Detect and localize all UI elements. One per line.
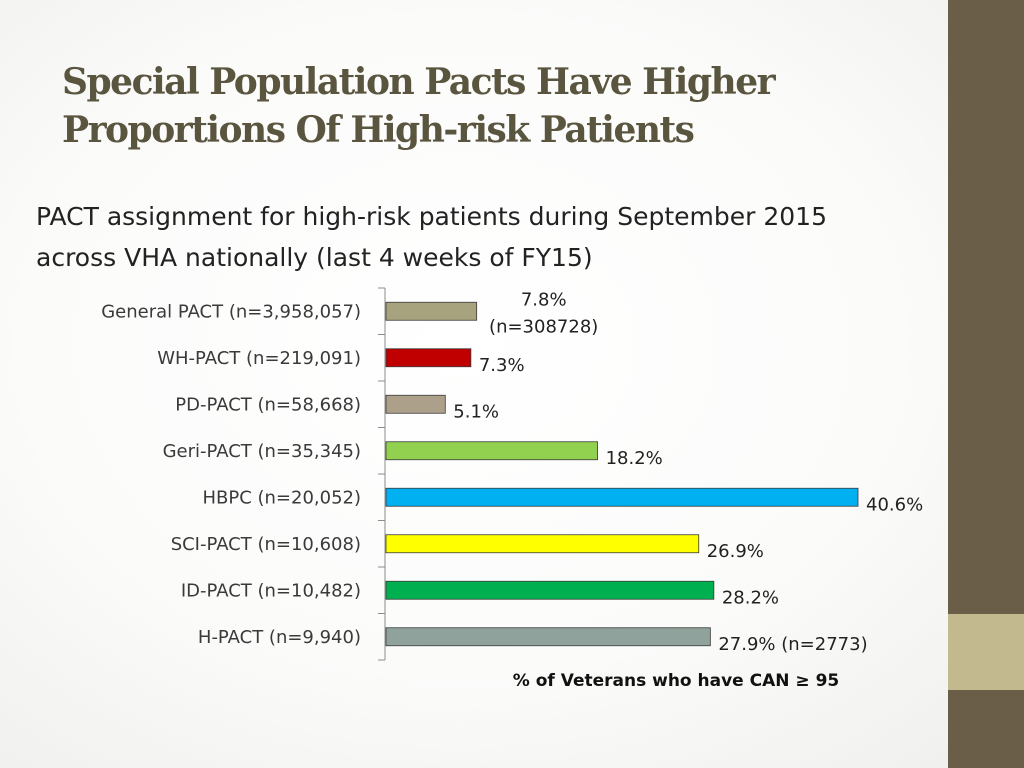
category-label: SCI-PACT (n=10,608) (171, 534, 361, 555)
subtitle-line-1: PACT assignment for high-risk patients d… (36, 202, 827, 231)
title-line-1: Special Population Pacts Have Higher (62, 61, 776, 103)
data-label: 5.1% (453, 401, 499, 422)
title-line-2: Proportions Of High-risk Patients (62, 109, 695, 151)
side-accent-block (948, 614, 1024, 690)
bar (385, 580, 715, 600)
data-label: 7.3% (479, 355, 525, 376)
data-label: 18.2% (606, 448, 663, 469)
bar (385, 487, 859, 507)
x-axis-title: % of Veterans who have CAN ≥ 95 (513, 671, 839, 691)
category-label: General PACT (n=3,958,057) (101, 301, 361, 322)
data-label: 7.8% (521, 289, 567, 310)
data-label: (n=308728) (489, 316, 598, 337)
bar-chart: General PACT (n=3,958,057) 7.8% (n=308728)… (101, 287, 923, 691)
data-label: 40.6% (866, 494, 923, 515)
bar (385, 301, 478, 321)
category-label: WH-PACT (n=219,091) (157, 348, 361, 369)
subtitle-line-2: across VHA nationally (last 4 weeks of F… (36, 243, 593, 272)
slide-title: Special Population Pacts Have Higher Pro… (62, 58, 922, 154)
category-label: PD-PACT (n=58,668) (175, 394, 361, 415)
bar (385, 348, 472, 368)
bar (385, 627, 711, 647)
bar (385, 534, 700, 554)
category-label: H-PACT (n=9,940) (198, 627, 361, 648)
slide-subtitle: PACT assignment for high-risk patients d… (36, 196, 936, 278)
bar (385, 394, 446, 414)
data-label: 27.9% (n=2773) (718, 634, 867, 655)
category-label: Geri-PACT (n=35,345) (163, 441, 361, 462)
data-label: 26.9% (707, 541, 764, 562)
category-label: HBPC (n=20,052) (202, 487, 361, 508)
data-label: 28.2% (722, 587, 779, 608)
bar (385, 441, 598, 461)
category-label: ID-PACT (n=10,482) (181, 580, 361, 601)
